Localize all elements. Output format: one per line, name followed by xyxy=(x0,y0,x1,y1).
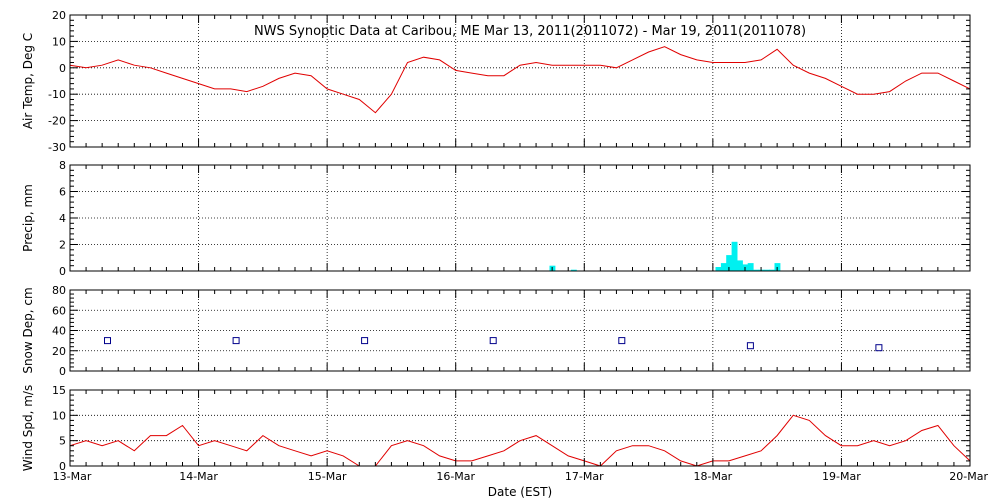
y-tick-label: 15 xyxy=(52,384,66,397)
y-axis-label: Air Temp, Deg C xyxy=(21,33,35,129)
precip-bar xyxy=(737,260,743,271)
x-tick-label: 17-Mar xyxy=(565,470,604,483)
snow-point xyxy=(875,344,883,352)
y-tick-label: 10 xyxy=(52,409,66,422)
x-tick-label: 20-Mar xyxy=(949,470,988,483)
precip-bar xyxy=(747,263,754,271)
precip-bar xyxy=(763,269,770,271)
snow-point xyxy=(232,337,240,345)
y-axis-label: Snow Dep, cm xyxy=(21,287,35,373)
y-tick-label: 0 xyxy=(59,460,66,473)
x-tick-label: 18-Mar xyxy=(693,470,732,483)
x-axis-label: Date (EST) xyxy=(488,485,552,499)
precip-bar xyxy=(720,263,727,271)
y-tick-label: 6 xyxy=(59,186,66,199)
x-tick-label: 13-Mar xyxy=(53,470,92,483)
y-tick-label: -20 xyxy=(48,115,66,128)
y-axis-label: Precip, mm xyxy=(21,184,35,252)
snow-point xyxy=(489,337,497,345)
y-tick-label: 0 xyxy=(59,62,66,75)
x-tick-label: 16-Mar xyxy=(436,470,475,483)
panel-wind-speed: 15 10 5 0 Wind Spd, m/s xyxy=(21,384,971,473)
panel-frame xyxy=(69,389,971,467)
y-tick-label: 80 xyxy=(52,284,66,297)
y-axis-label: Wind Spd, m/s xyxy=(21,385,35,471)
precip-bar xyxy=(726,255,733,271)
precip-bar xyxy=(769,269,775,271)
y-tick-label: -30 xyxy=(48,141,66,154)
x-tick-label: 15-Mar xyxy=(308,470,347,483)
y-tick-label: -10 xyxy=(48,88,66,101)
series-line xyxy=(69,46,971,114)
panel-precip: 8 6 4 2 0 Precip, mm xyxy=(21,159,971,278)
precip-bar xyxy=(570,269,577,271)
snow-point xyxy=(746,342,754,350)
y-tick-label: 10 xyxy=(52,35,66,48)
y-tick-label: 5 xyxy=(59,435,66,448)
snow-point xyxy=(104,337,111,345)
y-tick-label: 4 xyxy=(59,212,66,225)
precip-bar xyxy=(753,269,759,271)
y-tick-label: 20 xyxy=(52,345,66,358)
y-tick-label: 20 xyxy=(52,9,66,22)
precip-bar xyxy=(731,241,738,271)
panel-snow-depth: 80 60 40 20 0 Snow Dep, cm xyxy=(21,284,971,378)
snow-point xyxy=(618,337,626,345)
series-line xyxy=(69,414,971,467)
y-tick-label: 8 xyxy=(59,159,66,172)
y-tick-label: 2 xyxy=(59,239,66,252)
chart-title: NWS Synoptic Data at Caribou, ME Mar 13,… xyxy=(254,24,806,39)
panel-air-temp: 20 10 0 -10 -20 -30 Air Temp, Deg C xyxy=(21,9,971,154)
x-tick-label: 19-Mar xyxy=(822,470,861,483)
y-tick-label: 0 xyxy=(59,365,66,378)
y-tick-label: 0 xyxy=(59,265,66,278)
y-tick-label: 40 xyxy=(52,325,66,338)
snow-point xyxy=(361,337,369,345)
precip-bar xyxy=(715,267,722,271)
y-tick-label: 60 xyxy=(52,304,66,317)
x-tick-label: 14-Mar xyxy=(179,470,218,483)
